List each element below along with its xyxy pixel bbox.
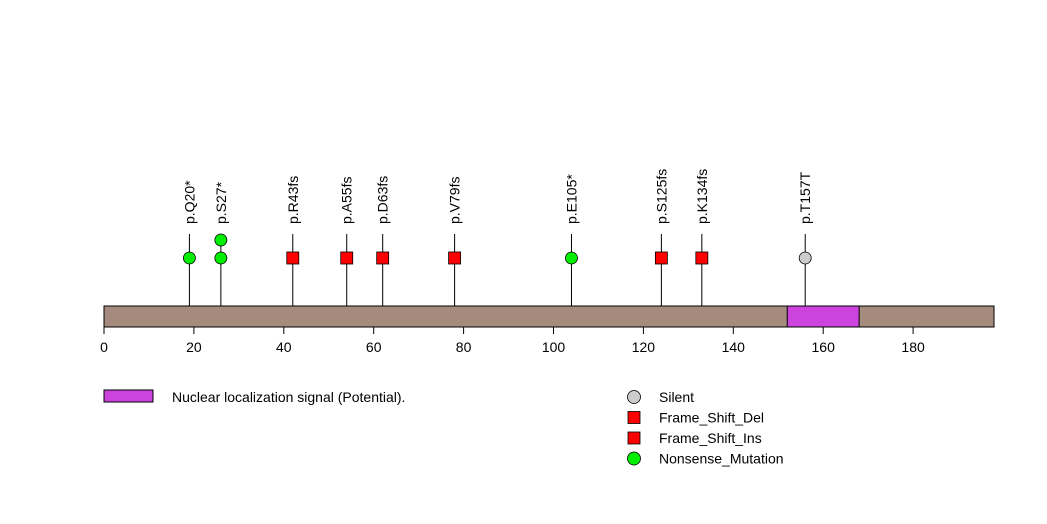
legend-marker-circle	[627, 390, 641, 404]
x-tick-label: 80	[456, 339, 472, 355]
domain-legend: Nuclear localization signal (Potential).	[103, 389, 405, 405]
x-tick-label: 180	[901, 339, 925, 355]
mutation-marker-circle	[565, 251, 578, 265]
mutation-marker-square	[695, 251, 709, 265]
legend-label: Nonsense_Mutation	[659, 451, 784, 467]
mutation-markers	[183, 233, 812, 265]
mutation-label: p.E105*	[563, 174, 579, 224]
mutation-label: p.R43fs	[285, 176, 301, 224]
mutation-label: p.S27*	[213, 181, 229, 224]
x-tick-label: 140	[722, 339, 746, 355]
mutation-marker-square	[448, 251, 462, 265]
mutation-marker-circle	[183, 251, 196, 265]
mutation-marker-circle	[214, 251, 228, 265]
x-tick-label: 160	[812, 339, 836, 355]
mutation-marker-circle	[798, 251, 812, 265]
legend-label: Frame_Shift_Ins	[659, 430, 762, 446]
domain-legend-label: Nuclear localization signal (Potential).	[172, 389, 405, 405]
mutation-label: p.T157T	[797, 171, 813, 224]
x-tick-label: 20	[186, 339, 202, 355]
legend-label: Silent	[659, 389, 694, 405]
mutation-labels: p.Q20* p.S27* p.R43fs p.A55fs p.D63fs p.V79fs…	[181, 169, 813, 224]
domain-legend-swatch	[103, 389, 154, 403]
legend-marker-square	[627, 411, 641, 424]
legend-label: Frame_Shift_Del	[659, 410, 764, 426]
mutation-marker-square	[654, 251, 668, 265]
mutation-marker-square	[340, 251, 354, 265]
x-axis: 0 20 40 60 80 100 120 140 160 180	[100, 326, 925, 355]
mutation-label: p.K134fs	[694, 169, 710, 224]
mutation-label: p.V79fs	[447, 177, 463, 224]
domain-region	[786, 305, 860, 328]
protein-backbone	[103, 305, 995, 328]
x-tick-label: 120	[632, 339, 656, 355]
mutation-marker-circle	[214, 233, 228, 247]
protein-backbone-group	[103, 305, 995, 328]
mutation-label: p.S125fs	[653, 169, 669, 224]
x-tick-label: 60	[366, 339, 382, 355]
legend-marker-square	[627, 431, 641, 445]
mutation-label: p.Q20*	[181, 180, 197, 224]
x-tick-label: 0	[100, 339, 108, 355]
x-tick-label: 40	[276, 339, 292, 355]
legend-marker-circle	[627, 451, 641, 466]
mutation-label: p.A55fs	[339, 177, 355, 224]
mutation-label: p.D63fs	[375, 176, 391, 224]
mutation-marker-square	[376, 251, 390, 265]
mutation-type-legend: Silent Frame_Shift_Del Frame_Shift_Ins Nons…	[627, 389, 784, 467]
mutation-marker-square	[286, 251, 300, 265]
x-tick-label: 100	[542, 339, 566, 355]
